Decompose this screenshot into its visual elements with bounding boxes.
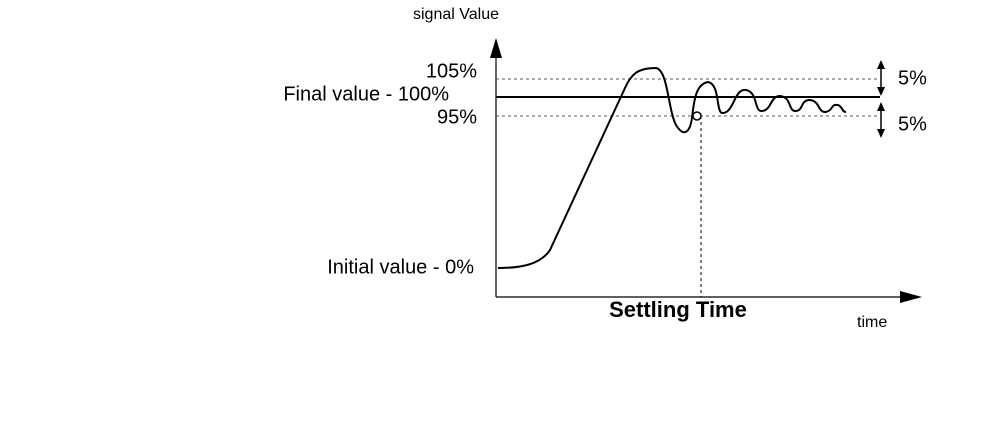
y-arrow	[490, 38, 502, 58]
band-label: 5%	[898, 113, 927, 135]
level-label: Final value - 100%	[283, 83, 449, 105]
level-label: 95%	[437, 106, 477, 128]
settling-point	[692, 111, 702, 121]
settling-time-label: Settling Time	[609, 297, 747, 322]
level-label: 105%	[426, 60, 477, 82]
x-arrow	[900, 291, 922, 303]
arrowhead	[877, 129, 885, 138]
arrowhead	[877, 102, 885, 111]
arrowhead	[877, 60, 885, 69]
level-label: Initial value - 0%	[327, 256, 474, 278]
band-label: 5%	[898, 67, 927, 89]
arrowhead	[877, 87, 885, 96]
response-curve	[497, 66, 847, 269]
y-axis-label: signal Value	[413, 6, 499, 23]
x-axis-label: time	[857, 314, 887, 331]
